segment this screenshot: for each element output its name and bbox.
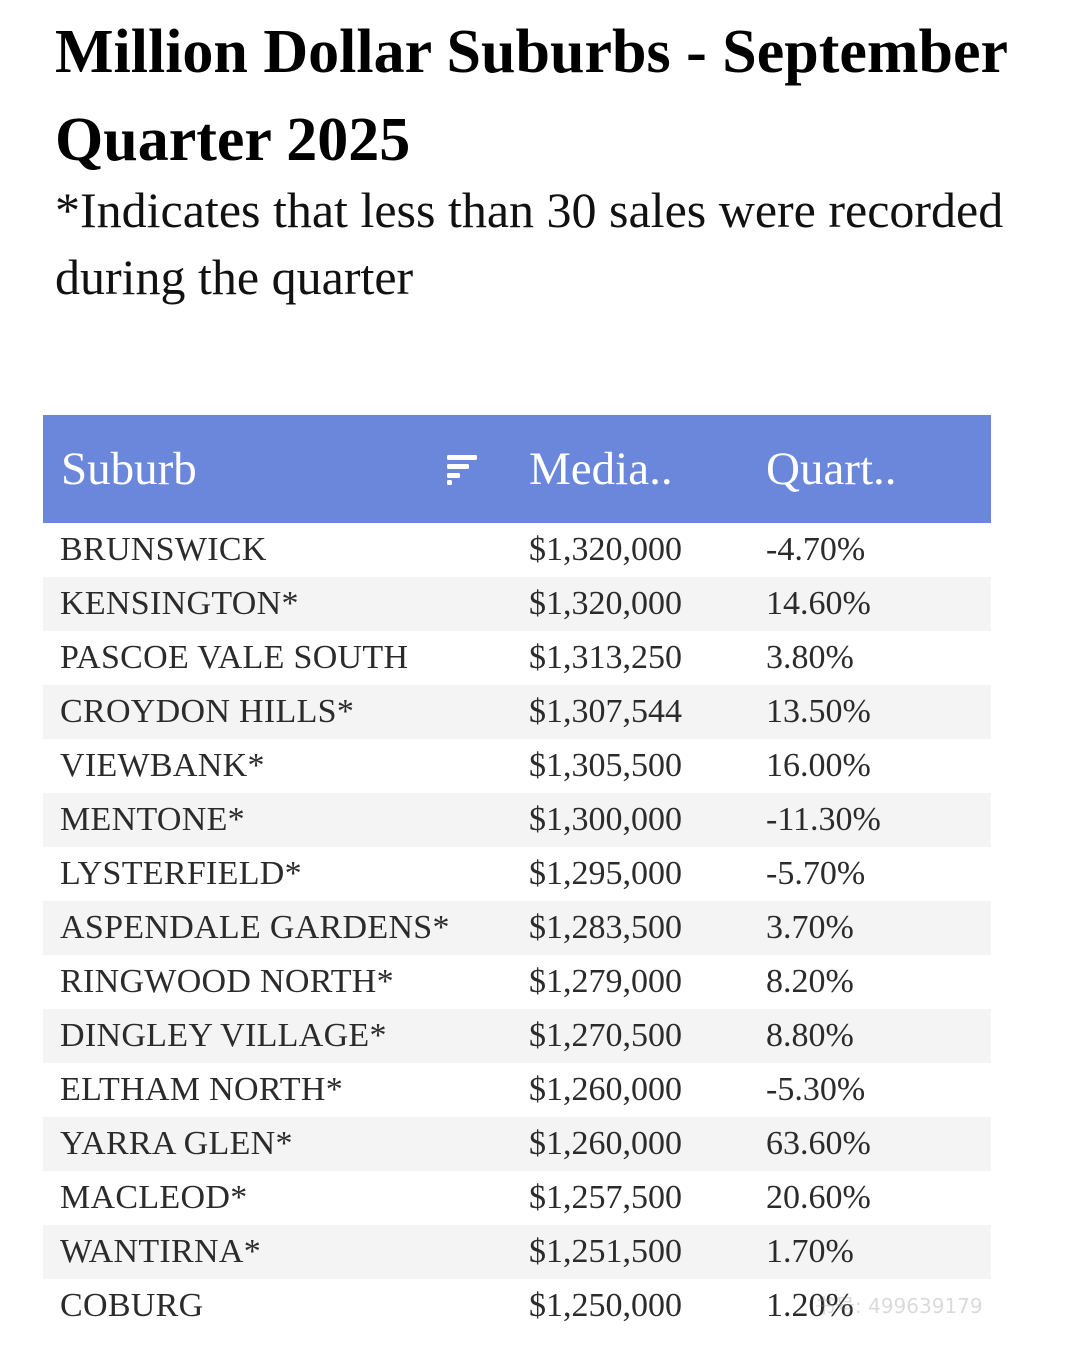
quarterly-change-cell: -4.70%	[766, 531, 866, 568]
quarterly-change-cell: -5.70%	[766, 855, 866, 892]
quarterly-change-cell: 3.70%	[766, 909, 854, 946]
quarterly-change-cell: 8.20%	[766, 963, 854, 1000]
suburb-cell: ELTHAM NORTH*	[60, 1071, 343, 1108]
median-price-cell: $1,257,500	[529, 1179, 682, 1216]
quarterly-change-cell: 14.60%	[766, 585, 871, 622]
quarterly-change-cell: -11.30%	[766, 801, 881, 838]
median-price-cell: $1,313,250	[529, 639, 682, 676]
quarterly-change-cell: 16.00%	[766, 747, 871, 784]
table-row: LYSTERFIELD* $1,295,000 -5.70%	[43, 847, 991, 901]
page-subtitle: *Indicates that less than 30 sales were …	[55, 182, 1004, 305]
table-body: BRUNSWICK $1,320,000 -4.70% KENSINGTON* $1,3…	[43, 523, 991, 1333]
quarterly-change-cell: 1.20%	[766, 1287, 854, 1324]
table-row: YARRA GLEN* $1,260,000 63.60%	[43, 1117, 991, 1171]
suburb-cell: VIEWBANK*	[60, 747, 265, 784]
suburb-cell: MACLEOD*	[60, 1179, 248, 1216]
table-row: VIEWBANK* $1,305,500 16.00%	[43, 739, 991, 793]
median-price-cell: $1,250,000	[529, 1287, 682, 1324]
page-title: Million Dollar Suburbs - September Quart…	[55, 18, 1007, 174]
table-row: MENTONE* $1,300,000 -11.30%	[43, 793, 991, 847]
table-row: ELTHAM NORTH* $1,260,000 -5.30%	[43, 1063, 991, 1117]
suburb-cell: COBURG	[60, 1287, 204, 1324]
median-price-cell: $1,260,000	[529, 1071, 682, 1108]
suburb-cell: DINGLEY VILLAGE*	[60, 1017, 387, 1054]
quarterly-change-cell: -5.30%	[766, 1071, 866, 1108]
median-price-cell: $1,260,000	[529, 1125, 682, 1162]
table-header: Suburb Media.. Quart..	[43, 415, 991, 523]
quarterly-change-cell: 13.50%	[766, 693, 871, 730]
table-row: RINGWOOD NORTH* $1,279,000 8.20%	[43, 955, 991, 1009]
suburb-table: Suburb Media.. Quart.. BRUNSWICK $1,320,0…	[43, 415, 991, 1333]
quarterly-change-cell: 20.60%	[766, 1179, 871, 1216]
quarterly-change-cell: 1.70%	[766, 1233, 854, 1270]
suburb-cell: KENSINGTON*	[60, 585, 299, 622]
median-price-cell: $1,270,500	[529, 1017, 682, 1054]
table-row: ASPENDALE GARDENS* $1,283,500 3.70%	[43, 901, 991, 955]
table-row: PASCOE VALE SOUTH $1,313,250 3.80%	[43, 631, 991, 685]
column-header-median[interactable]: Media..	[529, 443, 673, 495]
suburb-cell: ASPENDALE GARDENS*	[60, 909, 450, 946]
table-row: KENSINGTON* $1,320,000 14.60%	[43, 577, 991, 631]
median-price-cell: $1,295,000	[529, 855, 682, 892]
suburb-cell: LYSTERFIELD*	[60, 855, 302, 892]
suburb-cell: PASCOE VALE SOUTH	[60, 639, 409, 676]
median-price-cell: $1,305,500	[529, 747, 682, 784]
table-row: MACLEOD* $1,257,500 20.60%	[43, 1171, 991, 1225]
median-price-cell: $1,320,000	[529, 531, 682, 568]
table-row: COBURG $1,250,000 1.20%	[43, 1279, 991, 1333]
median-price-cell: $1,300,000	[529, 801, 682, 838]
suburb-cell: RINGWOOD NORTH*	[60, 963, 394, 1000]
watermark: 书号: 499639179	[815, 1294, 983, 1318]
table-row: DINGLEY VILLAGE* $1,270,500 8.80%	[43, 1009, 991, 1063]
column-header-quarterly[interactable]: Quart..	[766, 443, 897, 495]
table-row: CROYDON HILLS* $1,307,544 13.50%	[43, 685, 991, 739]
suburb-cell: CROYDON HILLS*	[60, 693, 355, 730]
median-price-cell: $1,251,500	[529, 1233, 682, 1270]
suburb-cell: MENTONE*	[60, 801, 245, 838]
table-row: BRUNSWICK $1,320,000 -4.70%	[43, 523, 991, 577]
quarterly-change-cell: 3.80%	[766, 639, 854, 676]
median-price-cell: $1,283,500	[529, 909, 682, 946]
suburb-cell: BRUNSWICK	[60, 531, 267, 568]
sort-lines-icon[interactable]	[445, 451, 481, 487]
suburb-cell: WANTIRNA*	[60, 1233, 262, 1270]
median-price-cell: $1,320,000	[529, 585, 682, 622]
median-price-cell: $1,307,544	[529, 693, 682, 730]
column-header-suburb[interactable]: Suburb	[61, 443, 197, 495]
quarterly-change-cell: 8.80%	[766, 1017, 854, 1054]
suburb-cell: YARRA GLEN*	[60, 1125, 293, 1162]
table-row: WANTIRNA* $1,251,500 1.70%	[43, 1225, 991, 1279]
quarterly-change-cell: 63.60%	[766, 1125, 871, 1162]
median-price-cell: $1,279,000	[529, 963, 682, 1000]
